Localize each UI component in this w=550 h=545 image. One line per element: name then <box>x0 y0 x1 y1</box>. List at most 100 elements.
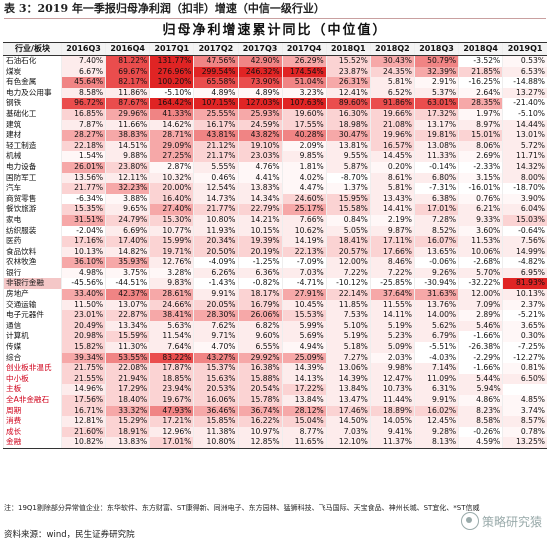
value-cell: 7.22% <box>325 267 371 279</box>
value-cell: 87.67% <box>105 98 150 109</box>
value-cell: 14.51% <box>105 140 150 152</box>
header-period: 2016Q4 <box>105 42 150 56</box>
value-cell: 5.09% <box>369 342 415 353</box>
value-cell: -25.85% <box>369 278 415 290</box>
row-label: 电力及公用事 <box>3 87 62 99</box>
value-cell: 23.94% <box>149 384 194 395</box>
value-cell: 11.38% <box>193 426 238 438</box>
value-cell: 3.65% <box>502 320 547 332</box>
value-cell: 20.50% <box>193 246 238 258</box>
value-cell: -45.56% <box>60 278 106 290</box>
value-cell: 2.69% <box>458 151 503 162</box>
value-cell: 21.08% <box>369 119 415 131</box>
value-cell: 2.09% <box>281 140 327 152</box>
value-cell: -1.25% <box>237 257 283 268</box>
table-row: 汽车 21.77% 32.23% 20.00% 12.54% 13.83% 4.47% 1.3… <box>3 183 547 194</box>
value-cell: 9.83% <box>149 278 194 290</box>
value-cell: 10.82% <box>60 437 106 449</box>
value-cell: -16.01% <box>458 183 503 194</box>
value-cell: 11.86% <box>105 87 150 99</box>
value-cell: 19.66% <box>369 108 415 120</box>
value-cell: 11.85% <box>325 299 371 311</box>
value-cell: 7.03% <box>325 426 371 438</box>
value-cell: 37.64% <box>369 289 415 300</box>
row-label: 有色金属 <box>3 77 62 88</box>
value-cell: 2.37% <box>502 299 547 311</box>
header-industry: 行业/板块 <box>3 42 62 56</box>
value-cell: -10.12% <box>325 278 371 290</box>
value-cell: 47.56% <box>193 55 238 67</box>
value-cell: -1.43% <box>193 278 238 290</box>
value-cell: 6.26% <box>193 267 238 279</box>
value-cell: 9.41% <box>369 426 415 438</box>
value-cell: 19.39% <box>237 236 283 247</box>
table-row: 金融 10.82% 13.83% 17.01% 10.80% 12.85% 11.65% 12… <box>3 437 547 449</box>
row-label: 机械 <box>3 151 62 162</box>
value-cell: 13.27% <box>502 87 547 99</box>
value-cell: 7.09% <box>458 299 503 311</box>
row-label: 成长 <box>3 426 62 438</box>
value-cell: 5.87% <box>325 161 371 173</box>
table-row: 国防军工 13.56% 12.11% 10.32% 0.46% 4.41% 4.02% -8.… <box>3 172 547 184</box>
header-period: 2017Q2 <box>193 42 238 56</box>
value-cell: 14.00% <box>413 310 459 321</box>
table-row: 建筑 7.87% 11.66% 14.62% 16.17% 24.59% 17.55% 18.… <box>3 119 547 131</box>
value-cell: -7.25% <box>502 342 547 353</box>
value-cell: 0.20% <box>369 161 415 173</box>
value-cell: 16.85% <box>60 108 106 120</box>
value-cell: -1.66% <box>458 363 503 374</box>
value-cell: 10.62% <box>281 225 327 237</box>
value-cell: 164.42% <box>149 98 194 109</box>
value-cell: 18.89% <box>369 405 415 417</box>
value-cell: 2.64% <box>458 87 503 99</box>
row-label: 交通运输 <box>3 299 62 311</box>
value-cell: 21.85% <box>458 66 503 78</box>
value-cell: 8.58% <box>458 416 503 427</box>
value-cell: 96.72% <box>60 98 106 109</box>
value-cell: 13.07% <box>105 299 150 311</box>
value-cell: 12.00% <box>458 289 503 300</box>
value-cell: 12.45% <box>413 416 459 427</box>
value-cell: 26.31% <box>325 77 371 88</box>
value-cell: 0.30% <box>502 331 547 343</box>
value-cell: 15.35% <box>60 204 106 215</box>
value-cell: 15.88% <box>237 373 283 385</box>
value-cell: 39.34% <box>60 352 106 364</box>
value-cell: 33.40% <box>60 289 106 300</box>
value-cell: 21.17% <box>193 151 238 162</box>
value-cell: 15.01% <box>458 130 503 141</box>
value-cell: 4.89% <box>193 87 238 99</box>
value-cell: 20.05% <box>193 299 238 311</box>
table-row: 银行 4.98% 3.75% 3.28% 6.26% 6.36% 7.03% 7.22% 7.2… <box>3 267 547 279</box>
value-cell: 53.55% <box>105 352 150 364</box>
value-cell: 5.63% <box>149 320 194 332</box>
table-row: 有色金属 45.64% 82.17% 100.20% 65.58% 73.90% 51.04… <box>3 77 547 88</box>
value-cell: 19.81% <box>413 130 459 141</box>
row-label: 非银行金融 <box>3 278 62 290</box>
table-row: 中小板 21.55% 21.94% 18.85% 15.63% 15.88% 14.13% 1… <box>3 373 547 385</box>
value-cell: 20.00% <box>149 183 194 194</box>
value-cell: 7.87% <box>60 119 106 131</box>
row-label: 商贸零售 <box>3 193 62 205</box>
row-label: 纺织服装 <box>3 225 62 237</box>
value-cell: 21.75% <box>60 363 106 374</box>
value-cell: 9.33% <box>458 214 503 226</box>
value-cell: 13.76% <box>413 299 459 311</box>
value-cell: 12.76% <box>149 257 194 268</box>
value-cell: 28.71% <box>149 130 194 141</box>
row-label: 中小板 <box>3 373 62 385</box>
value-cell: 3.75% <box>105 267 150 279</box>
value-cell: -2.29% <box>458 352 503 364</box>
value-cell: 38.41% <box>149 310 194 321</box>
value-cell: 12.81% <box>60 416 106 427</box>
value-cell: 45.64% <box>60 77 106 88</box>
value-cell: 8.57% <box>502 416 547 427</box>
value-cell: 13.34% <box>105 320 150 332</box>
value-cell: 4.59% <box>458 437 503 449</box>
value-cell: 7.40% <box>60 55 106 67</box>
value-cell: 9.85% <box>281 151 327 162</box>
value-cell: 12.00% <box>325 257 371 268</box>
row-label: 国防军工 <box>3 172 62 184</box>
value-cell: 27.91% <box>281 289 327 300</box>
row-label: 农林牧渔 <box>3 257 62 268</box>
